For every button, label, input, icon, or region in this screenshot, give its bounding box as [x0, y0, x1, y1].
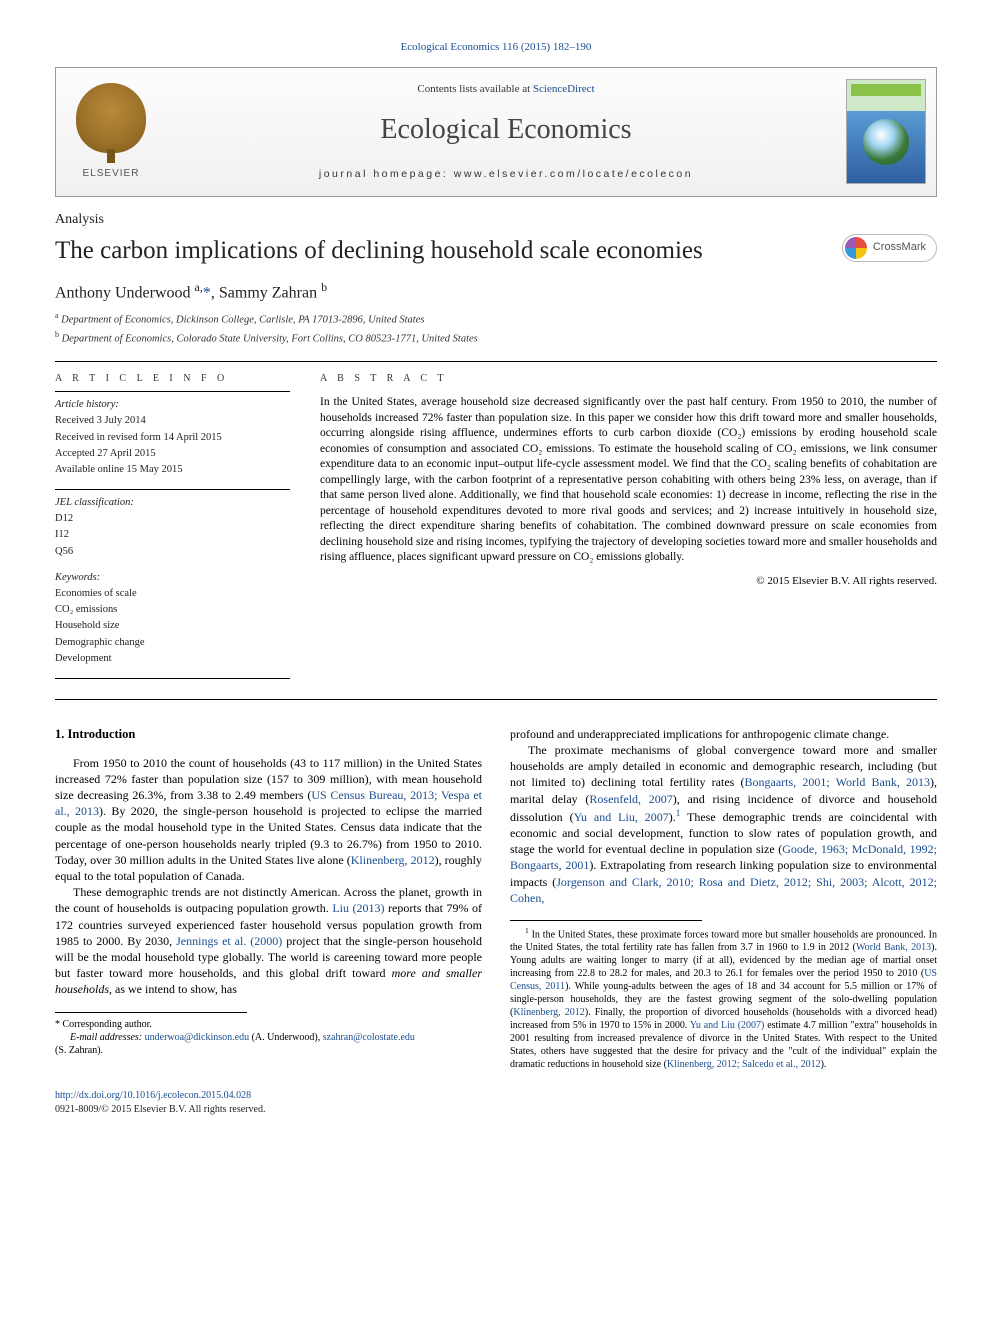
footnote-rule — [510, 920, 702, 921]
email-link[interactable]: underwoa@dickinson.edu — [145, 1032, 249, 1043]
homepage-label: journal homepage: — [319, 168, 454, 180]
homepage-url[interactable]: www.elsevier.com/locate/ecolecon — [454, 168, 693, 180]
jel-code: D12 — [55, 512, 290, 526]
body-text: 1. Introduction From 1950 to 2010 the co… — [55, 726, 937, 1071]
citation-link[interactable]: Bongaarts, 2001; World Bank, 2013 — [745, 775, 931, 789]
citation-link[interactable]: Klinenberg, 2012 — [351, 853, 435, 867]
paragraph: These demographic trends are not distinc… — [55, 884, 482, 997]
masthead: ELSEVIER Contents lists available at Sci… — [55, 67, 937, 197]
keyword: Household size — [55, 619, 290, 633]
contents-line: Contents lists available at ScienceDirec… — [166, 82, 846, 97]
issn-line: 0921-8009/© 2015 Elsevier B.V. All right… — [55, 1104, 265, 1115]
affiliation-b: b Department of Economics, Colorado Stat… — [55, 329, 937, 347]
journal-cover-icon — [846, 79, 926, 184]
keyword: Economies of scale — [55, 587, 290, 601]
citation-link[interactable]: Klinenberg, 2012 — [513, 1007, 584, 1018]
keyword: CO₂ emissions — [55, 603, 290, 617]
contents-before: Contents lists available at — [417, 83, 532, 95]
abstract-text: In the United States, average household … — [320, 395, 937, 566]
footnote-rule — [55, 1012, 247, 1013]
citation-link[interactable]: Rosenfeld, 2007 — [589, 792, 672, 806]
copyright: © 2015 Elsevier B.V. All rights reserved… — [320, 574, 937, 589]
page-footer: http://dx.doi.org/10.1016/j.ecolecon.201… — [55, 1089, 937, 1116]
sciencedirect-link[interactable]: ScienceDirect — [533, 83, 595, 95]
citation-link[interactable]: Klinenberg, 2012; Salcedo et al., 2012 — [667, 1059, 821, 1070]
abstract: A B S T R A C T In the United States, av… — [320, 372, 937, 685]
citation-link[interactable]: Yu and Liu, 2007 — [574, 810, 669, 824]
citation-link[interactable]: Jennings et al. (2000) — [176, 934, 282, 948]
footnote-1: 1 In the United States, these proximate … — [510, 926, 937, 1071]
email-footnote-who: (S. Zahran). — [55, 1044, 482, 1057]
paper-title: The carbon implications of declining hou… — [55, 234, 842, 268]
homepage-line: journal homepage: www.elsevier.com/locat… — [166, 167, 846, 181]
article-info: A R T I C L E I N F O Article history: R… — [55, 372, 290, 685]
article-type: Analysis — [55, 211, 937, 230]
crossmark-label: CrossMark — [873, 240, 926, 255]
elsevier-text: ELSEVIER — [83, 167, 140, 181]
jel-code: Q56 — [55, 545, 290, 559]
article-info-heading: A R T I C L E I N F O — [55, 372, 290, 386]
elsevier-tree-icon — [76, 83, 146, 153]
keyword: Demographic change — [55, 636, 290, 650]
history-item: Accepted 27 April 2015 — [55, 447, 290, 461]
paragraph: From 1950 to 2010 the count of household… — [55, 755, 482, 885]
divider — [55, 699, 937, 700]
email-footnote: E-mail addresses: underwoa@dickinson.edu… — [55, 1031, 482, 1044]
citation-link[interactable]: Liu (2013) — [332, 901, 384, 915]
paragraph: profound and underappreciated implicatio… — [510, 726, 937, 742]
section-heading: 1. Introduction — [55, 726, 482, 743]
divider — [55, 361, 937, 362]
history-item: Received 3 July 2014 — [55, 414, 290, 428]
history-item: Received in revised form 14 April 2015 — [55, 431, 290, 445]
citation-link[interactable]: World Bank, 2013 — [856, 942, 931, 953]
history-item: Available online 15 May 2015 — [55, 463, 290, 477]
keywords-label: Keywords: — [55, 571, 290, 585]
paragraph: The proximate mechanisms of global conve… — [510, 742, 937, 906]
history-label: Article history: — [55, 398, 290, 412]
journal-ref-link[interactable]: Ecological Economics 116 (2015) 182–190 — [401, 41, 592, 53]
corresponding-author: * Corresponding author. — [55, 1018, 482, 1031]
jel-label: JEL classification: — [55, 496, 290, 510]
email-link[interactable]: szahran@colostate.edu — [323, 1032, 415, 1043]
elsevier-logo: ELSEVIER — [56, 68, 166, 196]
abstract-heading: A B S T R A C T — [320, 372, 937, 386]
journal-title: Ecological Economics — [166, 111, 846, 149]
crossmark-icon — [845, 237, 867, 259]
affiliation-a: a Department of Economics, Dickinson Col… — [55, 310, 937, 328]
jel-code: I12 — [55, 528, 290, 542]
citation-link[interactable]: Jorgenson and Clark, 2010; Rosa and Diet… — [510, 875, 937, 905]
citation-link[interactable]: Yu and Liu (2007) — [690, 1020, 765, 1031]
authors: Anthony Underwood a,*, Sammy Zahran b — [55, 279, 937, 304]
keyword: Development — [55, 652, 290, 666]
journal-reference: Ecological Economics 116 (2015) 182–190 — [55, 40, 937, 55]
crossmark-badge[interactable]: CrossMark — [842, 234, 937, 262]
doi-link[interactable]: http://dx.doi.org/10.1016/j.ecolecon.201… — [55, 1090, 251, 1101]
